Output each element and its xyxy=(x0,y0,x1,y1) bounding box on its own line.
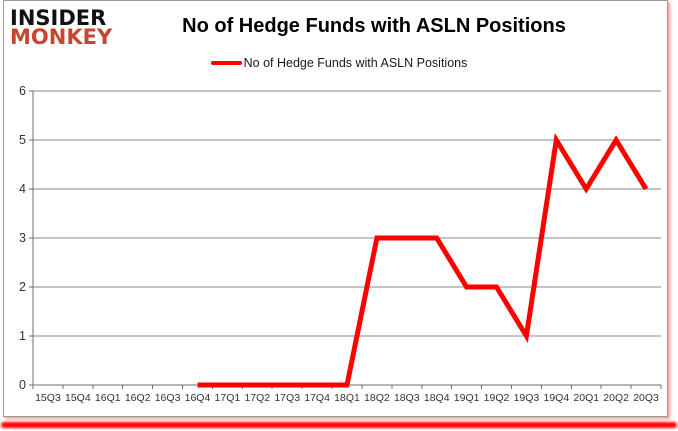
x-axis-label-18Q2: 18Q2 xyxy=(364,392,390,404)
x-axis-label-19Q2: 19Q2 xyxy=(483,392,510,404)
x-axis-label-15Q4: 15Q4 xyxy=(65,392,91,404)
x-axis-label-17Q3: 17Q3 xyxy=(274,392,301,404)
chart-title: No of Hedge Funds with ASLN Positions xyxy=(182,15,566,37)
legend-label: No of Hedge Funds with ASLN Positions xyxy=(243,56,468,70)
x-axis-label-16Q1: 16Q1 xyxy=(94,392,121,404)
x-axis-label-19Q3: 19Q3 xyxy=(513,392,540,404)
x-axis-label-18Q3: 18Q3 xyxy=(393,392,420,404)
legend-line-sample xyxy=(210,61,242,65)
logo-monkey-text: MONKEY xyxy=(10,25,113,50)
y-axis-label-3: 3 xyxy=(19,231,26,245)
x-axis-label-20Q2: 20Q2 xyxy=(603,392,629,404)
y-axis-label-2: 2 xyxy=(19,280,26,294)
x-axis-label-16Q2: 16Q2 xyxy=(124,392,151,404)
series-line xyxy=(197,132,649,388)
chart-panel xyxy=(3,0,668,417)
x-axis-label-17Q4: 17Q4 xyxy=(304,392,330,404)
logo-insider-text: INSIDER xyxy=(10,6,107,30)
bottom-red-bar xyxy=(1,422,677,428)
x-axis-label-18Q4: 18Q4 xyxy=(423,392,450,404)
y-axis-label-1: 1 xyxy=(19,329,26,343)
x-axis-label-17Q2: 17Q2 xyxy=(244,392,271,404)
x-axis-label-19Q4: 19Q4 xyxy=(543,392,570,404)
insider-monkey-logo: INSIDER MONKEY xyxy=(10,6,113,50)
x-axis-label-20Q3: 20Q3 xyxy=(633,392,659,404)
y-axis-label-0: 0 xyxy=(19,378,26,392)
x-axis-label-16Q4: 16Q4 xyxy=(184,392,211,404)
x-axis-label-17Q1: 17Q1 xyxy=(214,392,241,404)
x-axis-label-18Q1: 18Q1 xyxy=(334,392,360,404)
y-axis-label-6: 6 xyxy=(19,84,26,98)
legend: No of Hedge Funds with ASLN Positions xyxy=(0,55,678,71)
x-axis-label-15Q3: 15Q3 xyxy=(35,392,61,404)
x-axis-label-20Q1: 20Q1 xyxy=(573,392,600,404)
y-axis-label-4: 4 xyxy=(19,182,26,196)
x-axis-label-19Q1: 19Q1 xyxy=(453,392,480,404)
x-axis-label-16Q3: 16Q3 xyxy=(154,392,181,404)
y-axis-label-5: 5 xyxy=(19,133,26,147)
